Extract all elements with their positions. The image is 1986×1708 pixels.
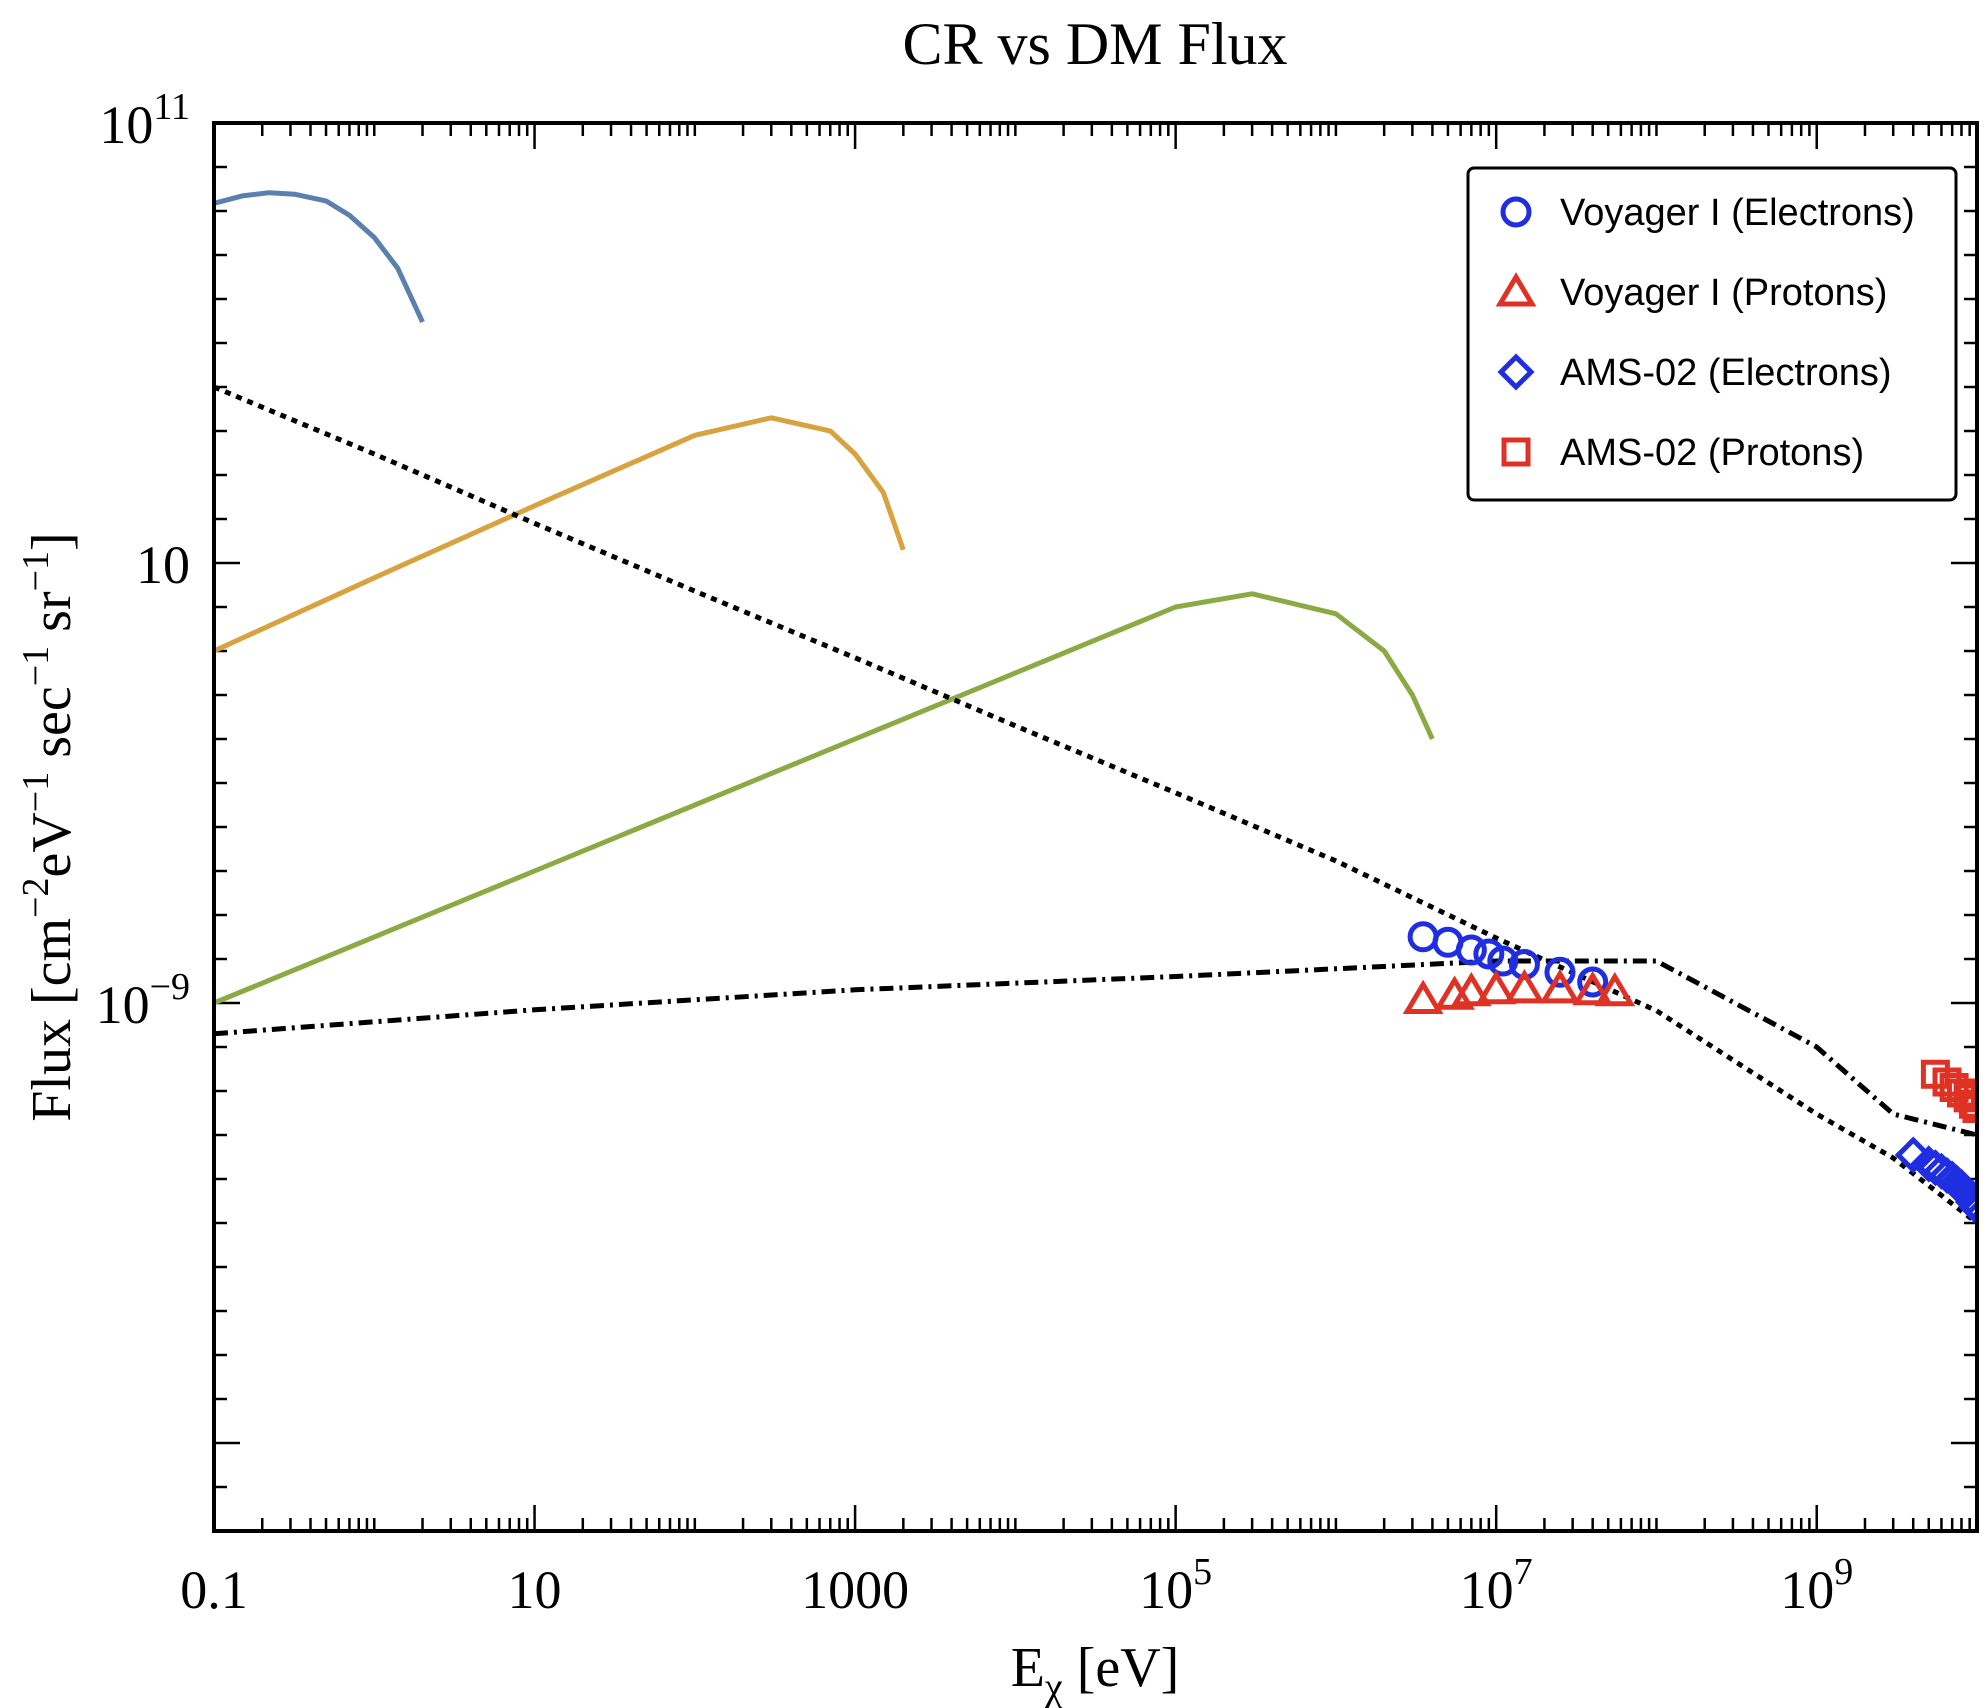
y-axis-label-text: eV [21,812,83,877]
data-point-triangle [1504,968,1545,1004]
legend-marker-circle [1500,196,1532,228]
x-tick-label: 0.1 [180,1560,248,1620]
y-axis-label-text: sr [21,591,83,646]
legend-marker-triangle [1495,272,1537,307]
data-point-circle [1455,934,1487,966]
data-point-triangle [1475,969,1517,1005]
legend-box [1466,166,1958,502]
data-point-circle [1407,921,1439,953]
y-tick-label: 10−9 [96,966,190,1035]
x-tick-label-exp: 5 [1193,1551,1212,1593]
series-line-1 [214,415,906,654]
y-axis-label-text: sec [21,686,83,772]
legend-label: AMS-02 (Electrons) [1560,352,1892,394]
series-line-4 [214,958,1977,1138]
chart-title: CR vs DM Flux [902,11,1287,77]
data-point-triangle [1450,971,1492,1007]
legend-label: AMS-02 (Protons) [1560,432,1864,474]
plot-frame [212,121,1979,1533]
series-lines [214,190,1977,1225]
y-tick-label-base: 10 [96,975,150,1035]
series-line-0 [214,190,425,324]
legend: Voyager I (Electrons) Voyager I (Protons)… [1466,166,1958,502]
y-tick-label: 10 [136,535,190,595]
data-point-triangle [1572,970,1614,1006]
legend-label: Voyager I (Protons) [1560,272,1887,314]
y-axis-label: Flux [cm−2eV−1 sec−1 sr−1] [15,532,83,1121]
data-point-circle [1544,956,1576,988]
y-axis-label-exp: −1 [15,772,57,812]
y-tick-label-exp: −9 [150,966,190,1008]
x-tick-label-exp: 7 [1514,1551,1533,1593]
y-tick-label: 1011 [99,86,190,155]
y-axis-label-text: ] [21,532,83,551]
x-tick-label-base: 10 [1460,1560,1514,1620]
x-axis-label-unit: [eV] [1063,1637,1180,1699]
data-point-triangle [1402,979,1444,1015]
x-tick-label-base: 10 [1780,1560,1834,1620]
x-tick-label: 10 [508,1560,562,1620]
data-point-circle [1487,945,1519,977]
series-markers [1402,921,1977,1226]
x-tick-label: 1000 [801,1560,909,1620]
legend-marker-square [1501,437,1531,467]
x-tick-label-exp: 9 [1834,1551,1853,1593]
y-axis-label-exp: −1 [15,551,57,591]
y-axis-label-exp: −1 [15,646,57,686]
x-tick-label: 109 [1780,1551,1853,1620]
y-axis-label-exp: −2 [15,878,57,918]
y-tick-label-exp: 11 [153,86,190,128]
data-point-square [1953,1083,1977,1113]
x-tick-label: 107 [1460,1551,1533,1620]
series-line-2 [214,591,1435,1006]
data-point-triangle [1594,971,1636,1007]
x-axis-label: Eχ [eV] [1011,1637,1180,1708]
data-point-triangle [1539,968,1581,1004]
data-point-square [1958,1089,1977,1119]
y-axis-label-text: Flux [cm [21,918,83,1122]
data-point-diamond [1894,1136,1932,1174]
data-point-square [1962,1094,1977,1124]
x-axis-label-base: E [1011,1637,1045,1699]
legend-marker-diamond [1497,353,1535,391]
data-point-diamond [1958,1188,1977,1226]
axis-ticks [212,121,1977,1533]
legend-label: Voyager I (Electrons) [1560,192,1915,234]
x-axis-label-sub: χ [1044,1664,1063,1708]
series-line-3 [214,384,1977,1225]
x-tick-label: 105 [1139,1551,1212,1620]
data-point-circle [1577,966,1609,998]
y-tick-label-base: 10 [99,95,153,155]
x-tick-label-base: 10 [1139,1560,1193,1620]
